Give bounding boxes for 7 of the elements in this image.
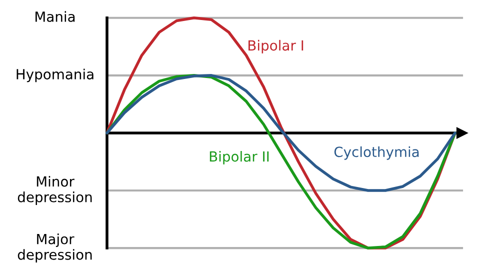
ref-line-label: Hypomania (16, 68, 94, 82)
ref-line-label: Mania (36, 11, 75, 22)
ref-line-label: Minor depression (18, 176, 92, 205)
series-label: Cyclothymia (334, 146, 419, 160)
series-label: Bipolar I (248, 40, 304, 54)
ref-line-label: Major depression (18, 234, 92, 263)
series-label: Bipolar II (210, 150, 269, 164)
